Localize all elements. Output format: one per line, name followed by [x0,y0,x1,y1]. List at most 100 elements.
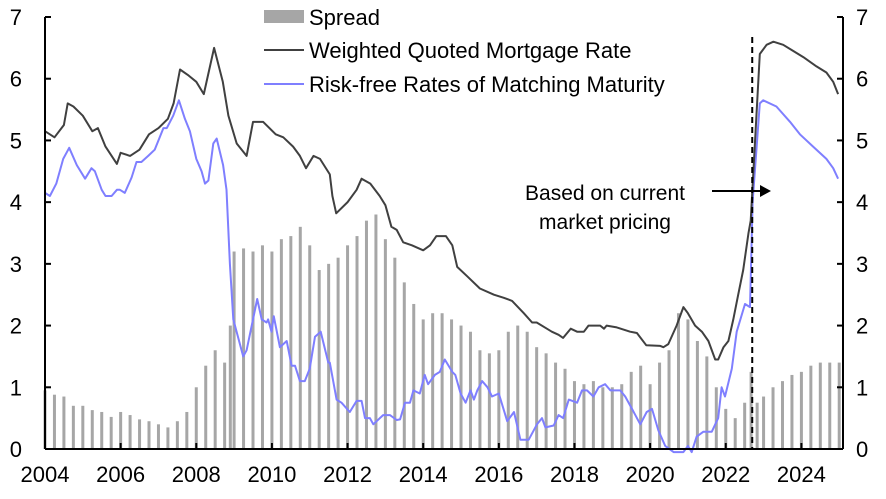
spread-bar [837,362,841,449]
x-tick-label: 2008 [172,462,221,487]
right-y-tick-label: 4 [856,190,868,215]
spread-bar [535,347,539,449]
spread-bar [629,371,633,449]
spread-bar [260,245,264,449]
spread-bar [175,421,179,449]
x-tick-label: 2022 [701,462,750,487]
spread-bar [695,341,699,449]
spread-bar [251,251,255,449]
x-tick-label: 2024 [777,462,826,487]
annotation: Based on current market pricing [525,182,771,234]
annotation-line-1: Based on current [525,182,685,205]
spread-bar [298,226,302,449]
left-y-tick-label: 7 [10,5,22,30]
left-y-tick-label: 3 [10,252,22,277]
x-tick-label: 2014 [399,462,448,487]
spread-bar [601,387,605,449]
annotation-line-2: market pricing [539,211,671,234]
left-y-tick-label: 4 [10,190,22,215]
spread-bar [71,405,75,449]
spread-bar [156,424,160,449]
spread-bar [450,319,454,449]
spread-bar [478,350,482,449]
spread-bar [402,282,406,449]
spread-bar [544,353,548,449]
right-y-tick-label: 7 [856,5,868,30]
spread-bar [790,374,794,449]
spread-bar [52,394,56,449]
spread-bar [525,331,529,449]
spread-bar [317,270,321,449]
x-tick-label: 2012 [323,462,372,487]
spread-bar [667,350,671,449]
spread-bar [147,421,151,449]
legend-label-spread: Spread [309,5,380,30]
left-y-tick-label: 5 [10,128,22,153]
spread-bar [705,356,709,449]
spread-bar [771,387,775,449]
spread-bar [676,313,680,449]
spread-bar [431,313,435,449]
legend-swatch-spread [264,10,304,23]
spread-bar [733,418,737,449]
spread-bar [648,384,652,449]
spread-bar [336,257,340,449]
spread-bar [228,325,232,449]
spread-bar [572,381,576,449]
spread-bar [138,419,142,449]
spread-bar [270,251,274,449]
series-lines [44,40,840,454]
spread-bar [506,331,510,449]
spread-bar [128,415,132,449]
spread-bar [204,365,208,449]
spread-bar [232,251,236,449]
spread-bar [62,396,66,449]
spread-bar [242,248,246,449]
spread-bar [223,362,227,449]
spread-bar [762,396,766,449]
spread-bar [194,387,198,449]
legend-label-mortgage: Weighted Quoted Mortgage Rate [309,38,631,63]
spread-bar [714,387,718,449]
spread-bar [100,411,104,449]
right-y-tick-label: 3 [856,252,868,277]
axes: 0 0 1 1 2 2 3 3 4 4 5 5 6 6 7 7 2004 2006 2008 2010 2012 2014… [10,5,869,487]
spread-bar [658,362,662,449]
spread-bar [289,236,293,449]
spread-bar [610,387,614,449]
spread-bar [780,381,784,449]
left-y-tick-label: 0 [10,437,22,462]
spread-bar [166,427,170,449]
spread-bar [755,402,759,449]
spread-bar [374,214,378,449]
spread-bar [327,263,331,449]
spread-bar [412,303,416,449]
spread-bar [213,350,217,449]
right-y-tick-label: 0 [856,437,868,462]
right-y-tick-label: 2 [856,314,868,339]
spread-bar [383,239,387,449]
spread-bar [440,313,444,449]
mortgage-rate-line [44,40,840,361]
spread-bar [81,405,85,449]
spread-bar [346,245,350,449]
left-y-tick-label: 1 [10,375,22,400]
riskfree-rate-line [44,99,840,454]
spread-bar [554,362,558,449]
spread-bar [639,365,643,449]
spread-bar [582,384,586,449]
spread-bar [620,384,624,449]
spread-bar [799,371,803,449]
x-tick-label: 2004 [21,462,70,487]
spread-bar [497,350,501,449]
x-tick-label: 2016 [474,462,523,487]
spread-bar [393,257,397,449]
spread-bar [109,416,113,449]
spread-bar [90,410,94,449]
x-tick-label: 2006 [96,462,145,487]
spread-bar [487,353,491,449]
spread-bar [749,371,753,449]
right-y-tick-label: 1 [856,375,868,400]
spread-bar [308,245,312,449]
